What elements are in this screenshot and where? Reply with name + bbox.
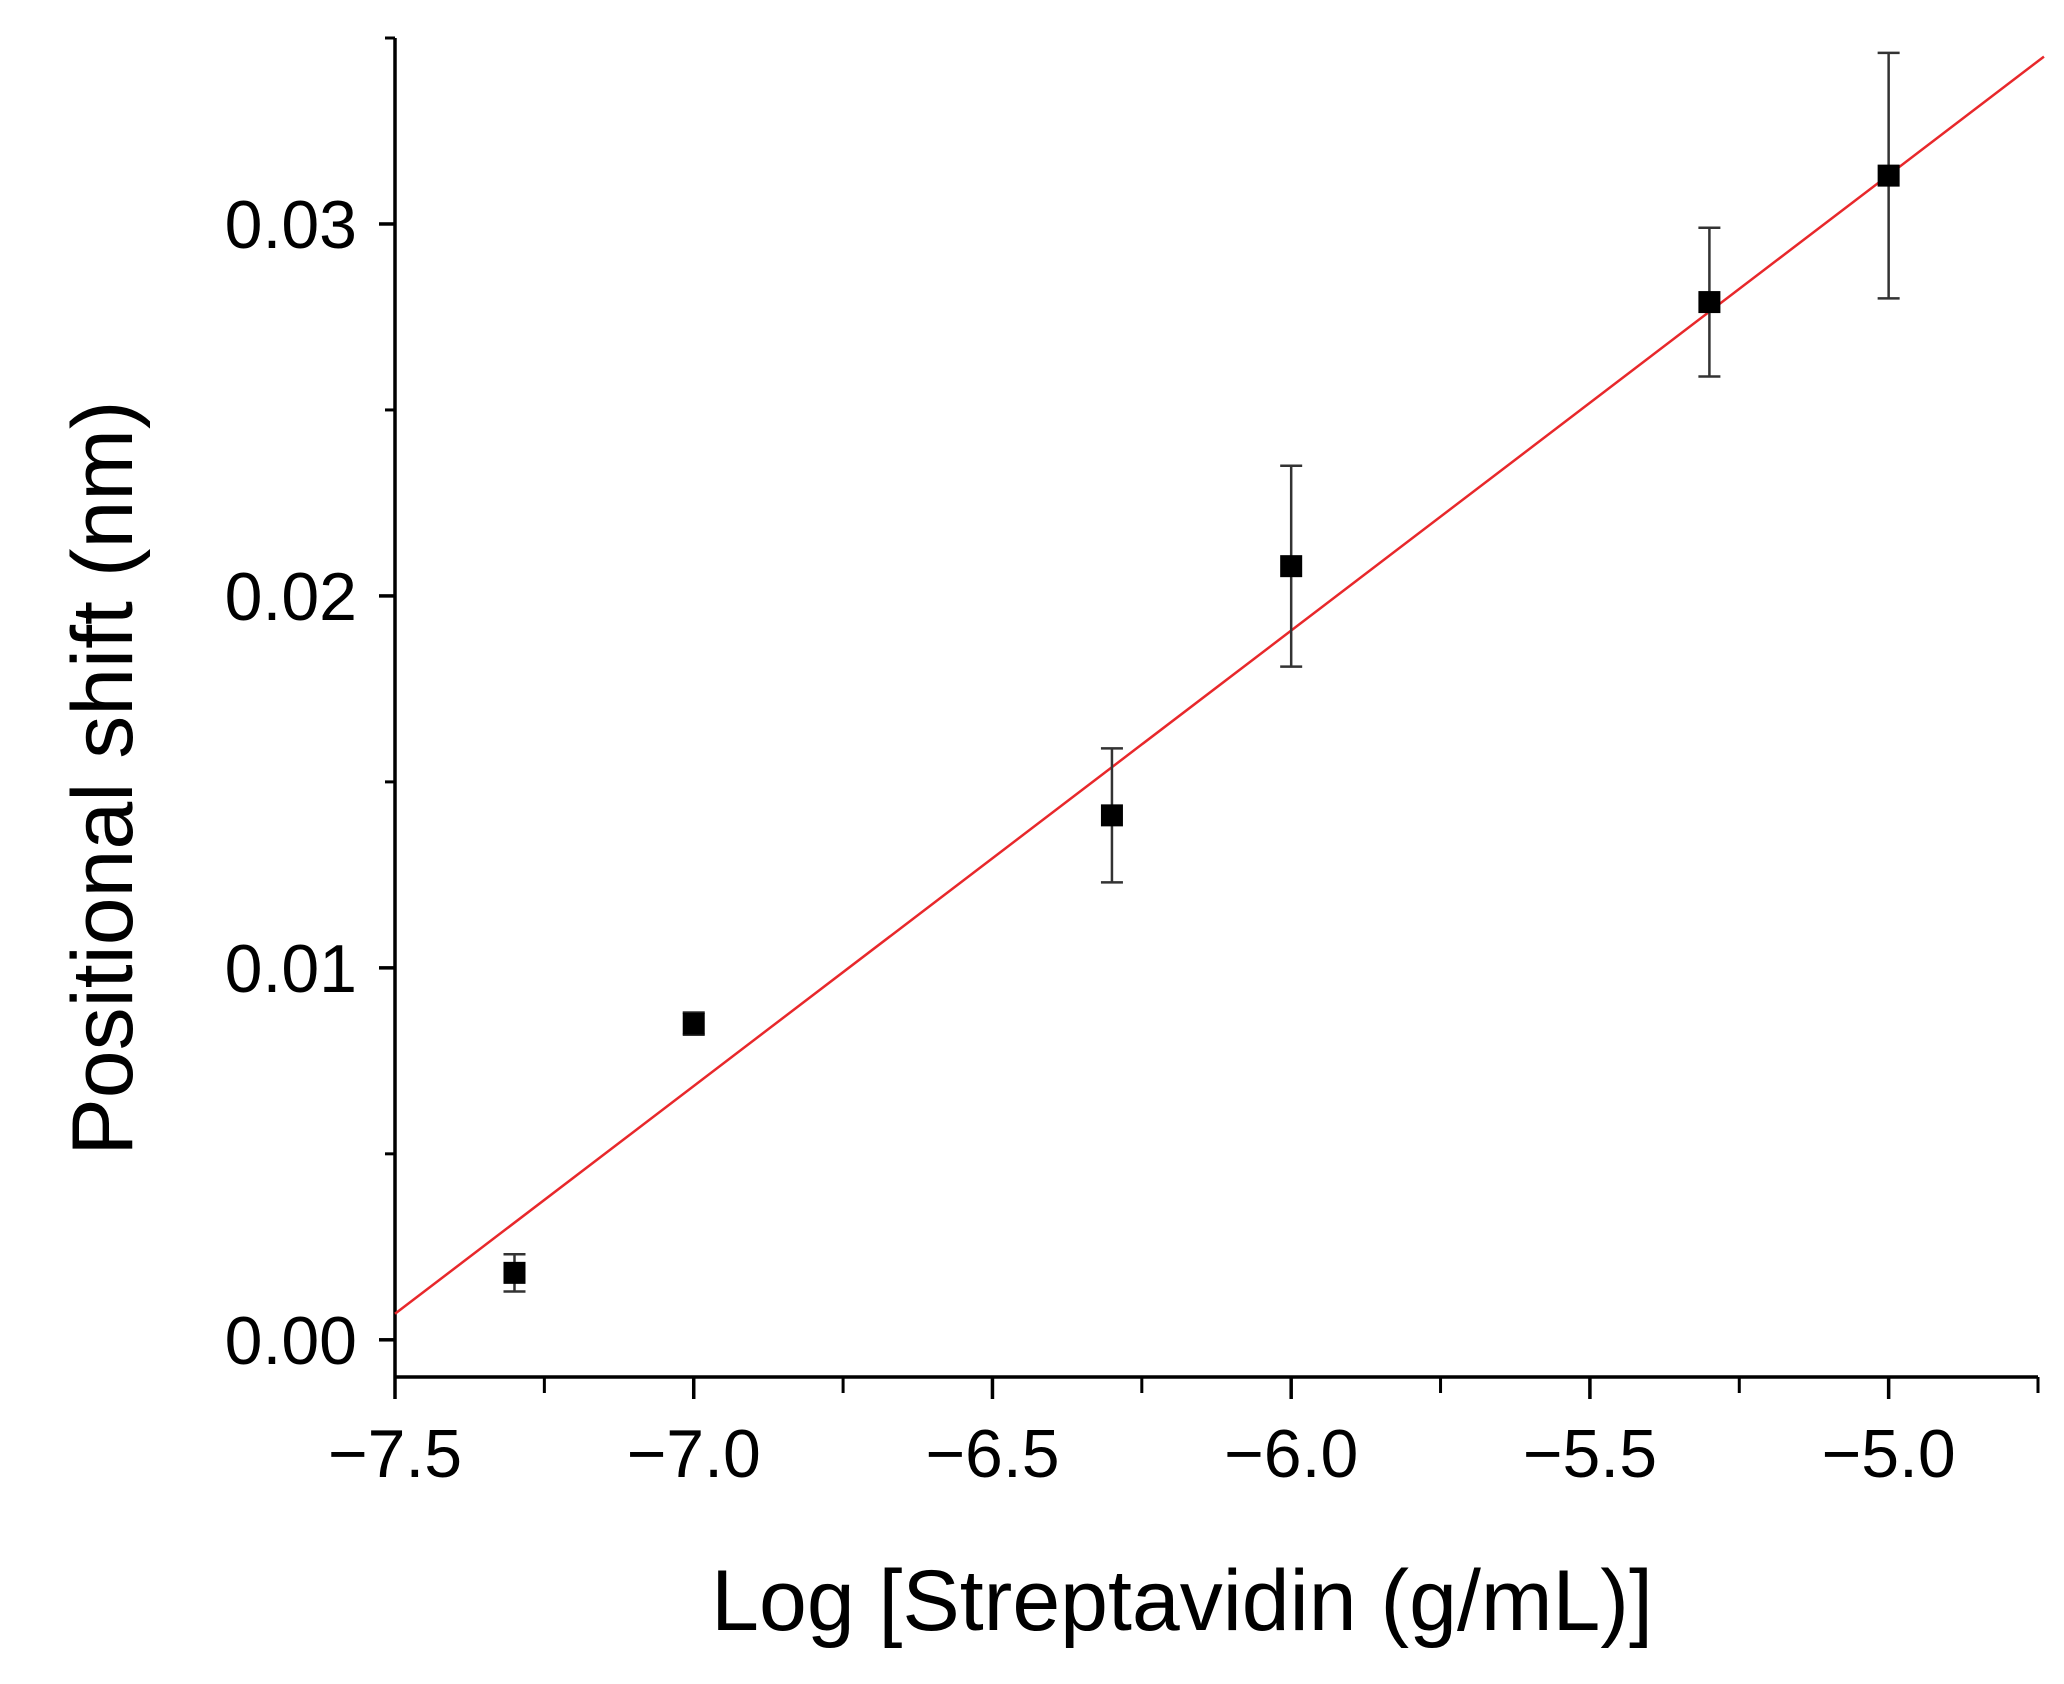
data-point — [682, 1011, 705, 1037]
y-tick-label: 0.01 — [225, 931, 357, 1007]
data-point — [1100, 747, 1123, 884]
y-tick-label: 0.00 — [225, 1303, 357, 1379]
data-marker — [1877, 164, 1900, 187]
y-axis-title: Positional shift (nm) — [55, 400, 151, 1155]
data-point — [1280, 464, 1303, 668]
x-tick-label: −5.0 — [1822, 1416, 1956, 1492]
data-points — [503, 51, 1900, 1293]
x-axis-ticks: −7.5 −7.0 −6.5 −6.0 −5.5 −5.0 — [328, 1377, 2040, 1492]
data-marker — [503, 1261, 526, 1284]
fit-line — [394, 55, 2045, 1315]
x-axis-title: Log [Streptavidin (g/mL)] — [711, 1553, 1653, 1649]
y-tick-label: 0.02 — [225, 559, 357, 635]
x-tick-label: −6.0 — [1224, 1416, 1358, 1492]
x-tick-label: −7.0 — [627, 1416, 761, 1492]
x-tick-label: −5.5 — [1523, 1416, 1657, 1492]
x-tick-label: −7.5 — [328, 1416, 462, 1492]
data-marker — [1280, 555, 1303, 578]
data-marker — [682, 1012, 705, 1035]
data-marker — [1100, 804, 1123, 827]
data-point — [1877, 51, 1900, 300]
y-tick-label: 0.03 — [225, 187, 357, 263]
x-tick-label: −6.5 — [925, 1416, 1059, 1492]
data-marker — [1698, 291, 1721, 314]
data-point — [1698, 226, 1721, 378]
data-point — [503, 1253, 526, 1293]
y-axis-ticks: 0.00 0.01 0.02 0.03 — [225, 36, 395, 1379]
fit-line-group — [394, 55, 2045, 1315]
